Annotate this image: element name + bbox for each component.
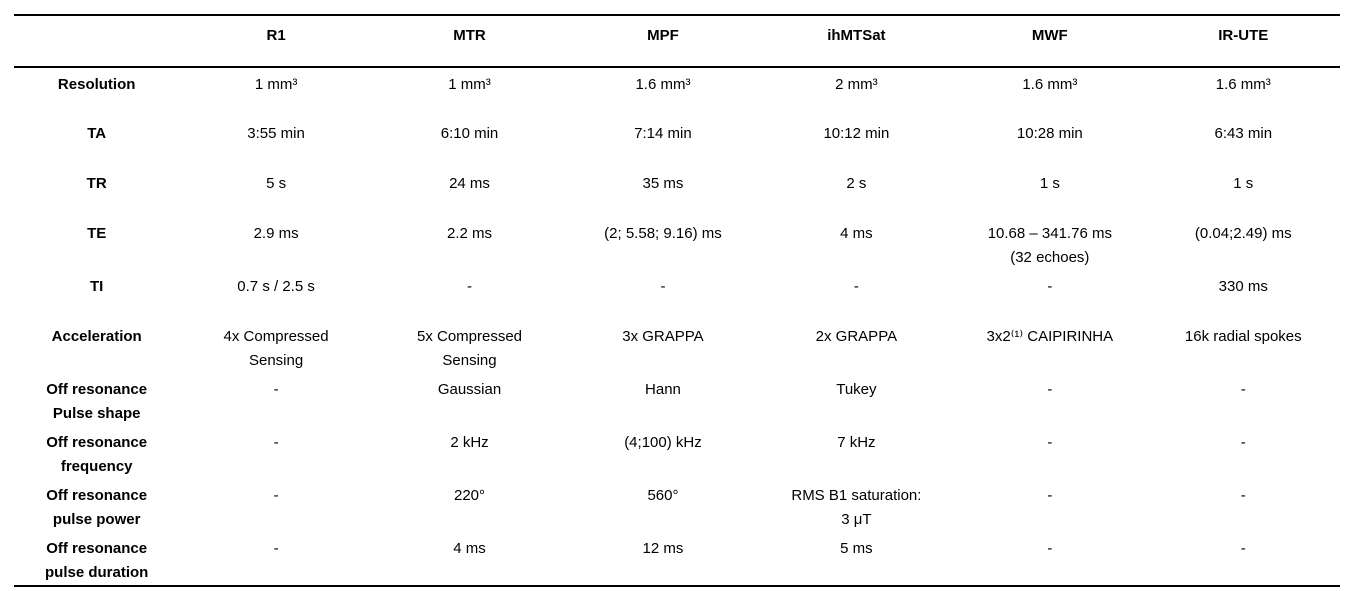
table-body: Resolution 1 mm³ 1 mm³ 1.6 mm³ 2 mm³ 1.6… xyxy=(14,67,1340,586)
table-cell: 4 ms xyxy=(840,225,873,242)
table-cell: 220° xyxy=(454,487,486,504)
table-cell: - xyxy=(467,278,473,295)
table-cell: - xyxy=(273,381,279,398)
table-row-off-resonance-frequency: Off resonance frequency - 2 kHz (4;100) … xyxy=(14,426,1340,479)
table-cell: 16k radial spokes xyxy=(1184,328,1302,345)
table-cell: 3x2⁽¹⁾ CAIPIRINHA xyxy=(986,328,1114,345)
table-row-off-resonance-pulse-power: Off resonance pulse power - 220° 560° RM… xyxy=(14,479,1340,532)
table-cell: - xyxy=(273,487,279,504)
table-cell: 330 ms xyxy=(1218,278,1268,295)
table-cell: 1 s xyxy=(1039,175,1060,192)
table-cell: 1 mm³ xyxy=(254,76,298,93)
table-header: R1 MTR MPF ihMTSat MWF IR-UTE xyxy=(14,15,1340,68)
table-cell: - xyxy=(1047,278,1053,295)
row-label-off-resonance-pulse-duration: Off resonance pulse duration xyxy=(45,540,149,581)
table-row-ti: TI 0.7 s / 2.5 s - - - - 330 ms xyxy=(14,270,1340,320)
table-cell: - xyxy=(1240,487,1246,504)
row-label-off-resonance-pulse-power: Off resonance pulse power xyxy=(46,487,148,528)
table-cell: 5 ms xyxy=(840,540,873,557)
table-cell: - xyxy=(1047,434,1053,451)
table-cell: Gaussian xyxy=(437,381,502,398)
row-label-te: TE xyxy=(87,225,107,242)
table-cell: 12 ms xyxy=(642,540,684,557)
table-cell: 560° xyxy=(647,487,679,504)
table-row-acceleration: Acceleration 4x Compressed Sensing 5x Co… xyxy=(14,320,1340,373)
table-row-off-resonance-pulse-shape: Off resonance Pulse shape - Gaussian Han… xyxy=(14,373,1340,426)
table-cell: - xyxy=(1047,381,1053,398)
table-cell: - xyxy=(1047,487,1053,504)
table-cell: 3x GRAPPA xyxy=(622,328,704,345)
table-row-resolution: Resolution 1 mm³ 1 mm³ 1.6 mm³ 2 mm³ 1.6… xyxy=(14,67,1340,117)
header-row: R1 MTR MPF ihMTSat MWF IR-UTE xyxy=(14,15,1340,68)
table-cell: 1.6 mm³ xyxy=(1215,76,1271,93)
table-cell: (4;100) kHz xyxy=(624,434,702,451)
table-cell: 7 kHz xyxy=(837,434,876,451)
table-cell: 6:43 min xyxy=(1214,125,1273,142)
row-label-off-resonance-pulse-shape: Off resonance Pulse shape xyxy=(46,381,148,422)
column-header-empty xyxy=(14,15,180,68)
table-row-te: TE 2.9 ms 2.2 ms (2; 5.58; 9.16) ms 4 ms… xyxy=(14,217,1340,270)
table-cell: 1.6 mm³ xyxy=(1022,76,1078,93)
table-cell: (2; 5.58; 9.16) ms xyxy=(604,225,722,242)
table-cell: - xyxy=(1240,381,1246,398)
column-header-mwf: MWF xyxy=(953,15,1147,68)
table-cell: 10.68 – 341.76 ms (32 echoes) xyxy=(987,225,1112,266)
table-cell: 3:55 min xyxy=(247,125,305,142)
table-cell: 6:10 min xyxy=(440,125,499,142)
table-cell: 0.7 s / 2.5 s xyxy=(237,278,315,295)
table-row-ta: TA 3:55 min 6:10 min 7:14 min 10:12 min … xyxy=(14,117,1340,167)
column-header-mpf: MPF xyxy=(566,15,760,68)
table-cell: (0.04;2.49) ms xyxy=(1194,225,1292,242)
table-cell: - xyxy=(1240,434,1246,451)
row-label-off-resonance-frequency: Off resonance frequency xyxy=(46,434,148,475)
table-cell: Hann xyxy=(645,381,681,398)
table-cell: 4 ms xyxy=(453,540,486,557)
table-cell: 2x GRAPPA xyxy=(815,328,898,345)
column-header-mtr: MTR xyxy=(372,15,567,68)
row-label-acceleration: Acceleration xyxy=(51,328,142,345)
column-header-ir-ute: IR-UTE xyxy=(1146,15,1340,68)
row-label-ti: TI xyxy=(90,278,104,295)
table-row-tr: TR 5 s 24 ms 35 ms 2 s 1 s 1 s xyxy=(14,167,1340,217)
table-cell: 2.2 ms xyxy=(447,225,493,242)
table-cell: 2 kHz xyxy=(450,434,489,451)
table-cell: 1 s xyxy=(1233,175,1254,192)
table-cell: 5x Compressed Sensing xyxy=(416,328,523,369)
table-cell: 10:12 min xyxy=(823,125,890,142)
row-label-ta: TA xyxy=(87,125,107,142)
table-cell: 1.6 mm³ xyxy=(635,76,691,93)
table-cell: 10:28 min xyxy=(1016,125,1083,142)
table-cell: Tukey xyxy=(836,381,877,398)
table-cell: 5 s xyxy=(266,175,287,192)
column-header-r1: R1 xyxy=(179,15,373,68)
table-cell: - xyxy=(660,278,666,295)
table-cell: - xyxy=(273,540,279,557)
row-label-tr: TR xyxy=(86,175,107,192)
table-cell: - xyxy=(273,434,279,451)
table-cell: 7:14 min xyxy=(634,125,692,142)
table-cell: - xyxy=(1047,540,1053,557)
table-cell: 24 ms xyxy=(449,175,490,192)
column-header-ihmtsat: ihMTSat xyxy=(759,15,954,68)
table-cell: 2 mm³ xyxy=(835,76,878,93)
table-cell: 4x Compressed Sensing xyxy=(223,328,329,369)
mri-parameters-table: R1 MTR MPF ihMTSat MWF IR-UTE Resolution… xyxy=(14,14,1340,587)
table-row-off-resonance-pulse-duration: Off resonance pulse duration - 4 ms 12 m… xyxy=(14,532,1340,586)
row-label-resolution: Resolution xyxy=(57,76,136,93)
table-cell: - xyxy=(853,278,859,295)
table-cell: 1 mm³ xyxy=(448,76,491,93)
table-cell: RMS B1 saturation: 3 μT xyxy=(791,487,922,528)
table-cell: - xyxy=(1240,540,1246,557)
table-cell: 2.9 ms xyxy=(253,225,299,242)
table-cell: 2 s xyxy=(846,175,867,192)
table-cell: 35 ms xyxy=(642,175,684,192)
